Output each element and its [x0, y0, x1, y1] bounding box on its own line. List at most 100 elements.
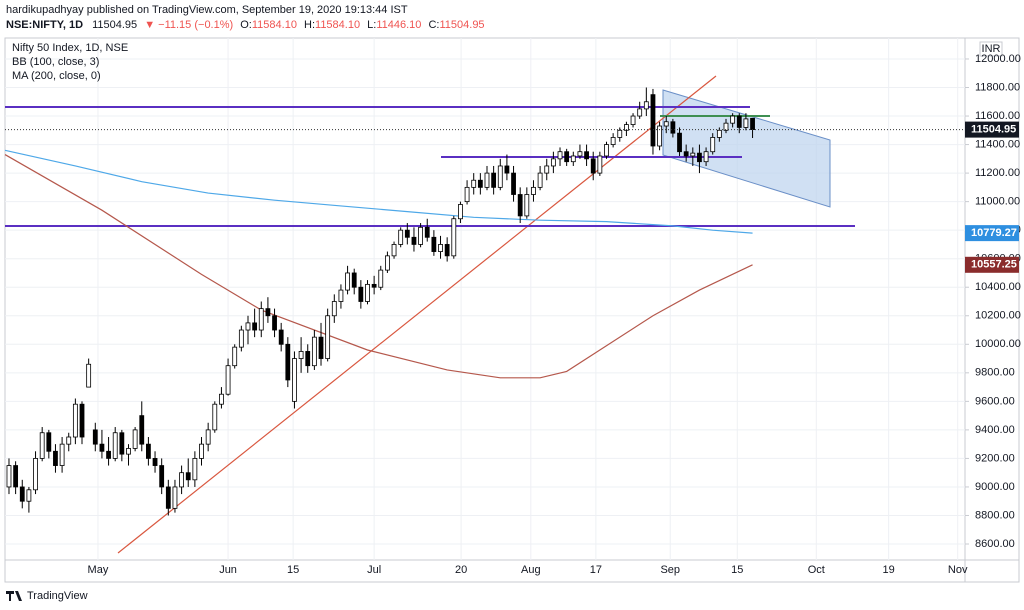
candle-body [265, 308, 271, 317]
candle-body [358, 286, 364, 302]
candle-body [59, 443, 65, 466]
y-tick-label: 11200.00 [975, 167, 1020, 179]
candle-body [750, 117, 755, 130]
candle-body [517, 194, 523, 217]
candle-body [278, 329, 284, 345]
y-tick-label: 10000.00 [975, 338, 1021, 350]
candle-body [630, 115, 636, 125]
candle-body [458, 204, 463, 220]
candle-body [411, 236, 417, 245]
candle-body [471, 179, 477, 188]
candle-body [331, 301, 337, 317]
candle-body [484, 172, 490, 188]
c-label: C: [428, 19, 439, 31]
candle-body [39, 432, 45, 459]
candle-body [643, 101, 649, 110]
candle-body [663, 121, 669, 127]
candle-body [624, 124, 629, 131]
candle-body [570, 155, 576, 163]
candle-body [504, 165, 510, 174]
candle-body [172, 486, 178, 509]
candle-body [139, 415, 145, 445]
pane-border [4, 37, 1020, 583]
candle-body [305, 351, 311, 367]
candle-body [325, 315, 331, 359]
candle-body [311, 336, 317, 367]
y-tick-label: 11000.00 [975, 196, 1020, 208]
last-price-label: 11504.95 [971, 124, 1016, 136]
candle-body [106, 450, 111, 459]
candle-body [285, 343, 291, 381]
candle-body [13, 465, 19, 488]
candle-body [564, 151, 570, 163]
candle-body [723, 122, 729, 131]
candle-body [491, 172, 497, 188]
indicator-price-label-box [965, 256, 1019, 273]
candle-body [391, 244, 397, 257]
logo [6, 591, 22, 601]
symbol: NSE:NIFTY, 1D [6, 19, 83, 31]
candle-body [258, 308, 264, 331]
candle-body [66, 436, 72, 445]
x-tick-label: Sep [660, 564, 680, 576]
change: ▼ −11.15 (−0.1%) [144, 19, 233, 31]
candle-body [637, 108, 643, 117]
candle-body [444, 244, 450, 257]
candle-body [557, 151, 563, 160]
candle-body [351, 272, 357, 288]
candle-body [33, 458, 38, 491]
candle-body [404, 229, 410, 238]
candle-body [92, 429, 98, 445]
indicator-price-label: 10557.25 [971, 259, 1017, 271]
candle-body [537, 172, 543, 188]
candle-body [431, 236, 437, 252]
currency-box [979, 41, 1003, 57]
candle-body [159, 465, 165, 488]
ohlc-line: NSE:NIFTY, 1D 11504.95 ▼ −11.15 (−0.1%) … [6, 19, 485, 31]
candle-body [345, 272, 350, 291]
candle-body [298, 351, 304, 359]
candle-body [165, 486, 171, 509]
candle-body [716, 129, 722, 138]
y-tick-label: 11400.00 [975, 138, 1020, 150]
candle-body [205, 429, 211, 445]
indicator-line [4, 149, 753, 234]
y-tick-label: 9000.00 [975, 481, 1015, 493]
x-tick-label: Nov [948, 564, 968, 576]
candle-body [597, 155, 603, 174]
candle-body [199, 443, 204, 459]
candle-body [79, 403, 85, 438]
candle-body [179, 472, 184, 488]
brand: TradingView [6, 590, 88, 602]
candle-body [657, 125, 663, 147]
candle-body [550, 158, 556, 167]
candle-body [710, 137, 716, 153]
candle-body [670, 121, 676, 134]
candle-body [132, 429, 138, 449]
y-tick-label: 8800.00 [975, 509, 1015, 521]
o-value: 11584.10 [252, 19, 297, 31]
candle-body [26, 489, 32, 502]
candle-body [225, 365, 231, 395]
candle-body [577, 151, 583, 157]
candle-body [126, 448, 131, 455]
y-tick-label: 11800.00 [975, 81, 1020, 93]
candle-body [511, 172, 516, 195]
x-tick-label: May [88, 564, 109, 576]
candle-body [697, 152, 702, 163]
y-tick-label: 8600.00 [975, 538, 1015, 550]
candle-body [477, 179, 483, 188]
x-tick-label: 20 [455, 564, 467, 576]
h-label: H: [304, 19, 315, 31]
candle-body [610, 137, 616, 145]
candle-body [292, 358, 297, 402]
candle-body [385, 255, 390, 271]
candle-body [112, 432, 118, 459]
indicator-price-label: 10779.27 [971, 227, 1017, 239]
candle-body [86, 363, 92, 388]
candle-body [272, 315, 277, 331]
candle-body [371, 283, 377, 288]
x-tick-label: 17 [590, 564, 602, 576]
candle-body [252, 322, 258, 331]
